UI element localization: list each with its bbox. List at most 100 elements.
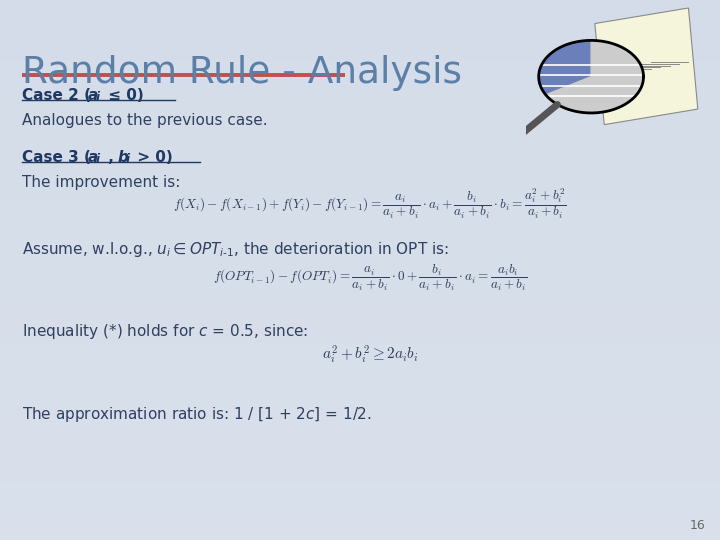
- Bar: [0, 201, 720, 202]
- Bar: [0, 160, 720, 161]
- Bar: [0, 334, 720, 335]
- Text: ≤ 0): ≤ 0): [103, 88, 144, 103]
- Bar: [0, 526, 720, 527]
- Bar: [0, 326, 720, 327]
- Bar: [0, 21, 720, 22]
- Bar: [0, 387, 720, 388]
- Bar: [0, 259, 720, 260]
- Bar: [0, 260, 720, 261]
- Bar: [0, 403, 720, 404]
- Bar: [0, 413, 720, 414]
- Bar: [0, 382, 720, 383]
- Bar: [0, 462, 720, 463]
- Bar: [0, 322, 720, 323]
- Bar: [0, 529, 720, 530]
- Bar: [0, 425, 720, 426]
- Bar: [0, 229, 720, 230]
- Bar: [0, 203, 720, 204]
- Bar: [0, 144, 720, 145]
- Bar: [0, 429, 720, 430]
- Text: i: i: [126, 153, 130, 166]
- Bar: [0, 101, 720, 102]
- Bar: [0, 0, 720, 1]
- Bar: [0, 365, 720, 366]
- Bar: [0, 301, 720, 302]
- Text: Case 3 (: Case 3 (: [22, 150, 91, 165]
- Bar: [0, 277, 720, 278]
- Text: Analogues to the previous case.: Analogues to the previous case.: [22, 113, 268, 128]
- Bar: [0, 433, 720, 434]
- Bar: [0, 12, 720, 13]
- Bar: [0, 181, 720, 182]
- Bar: [0, 253, 720, 254]
- Bar: [0, 408, 720, 409]
- Bar: [0, 400, 720, 401]
- Bar: [0, 238, 720, 239]
- Bar: [0, 527, 720, 528]
- Bar: [0, 284, 720, 285]
- Bar: [0, 538, 720, 539]
- Bar: [0, 13, 720, 14]
- Bar: [0, 271, 720, 272]
- Bar: [0, 87, 720, 88]
- Bar: [0, 286, 720, 287]
- Bar: [0, 24, 720, 25]
- Bar: [0, 288, 720, 289]
- Bar: [0, 54, 720, 55]
- Bar: [0, 332, 720, 333]
- Bar: [0, 123, 720, 124]
- Bar: [0, 414, 720, 415]
- Bar: [0, 11, 720, 12]
- Bar: [0, 223, 720, 224]
- Bar: [0, 443, 720, 444]
- Bar: [0, 42, 720, 43]
- Bar: [0, 460, 720, 461]
- Bar: [0, 371, 720, 372]
- Bar: [0, 276, 720, 277]
- Bar: [0, 142, 720, 143]
- Bar: [0, 256, 720, 257]
- Bar: [0, 212, 720, 213]
- Bar: [0, 285, 720, 286]
- Bar: [0, 470, 720, 471]
- Bar: [0, 176, 720, 177]
- Text: $f(X_i)- f(X_{i-1})+ f(Y_i)- f(Y_{i-1})=\dfrac{a_i}{a_i+b_i}\cdot a_i +\dfrac{b_: $f(X_i)- f(X_{i-1})+ f(Y_i)- f(Y_{i-1})=…: [173, 187, 567, 221]
- Bar: [0, 457, 720, 458]
- Bar: [0, 156, 720, 157]
- Bar: [0, 345, 720, 346]
- Bar: [0, 268, 720, 269]
- Bar: [0, 179, 720, 180]
- Bar: [0, 109, 720, 110]
- Bar: [0, 75, 720, 76]
- Bar: [0, 401, 720, 402]
- Bar: [0, 468, 720, 469]
- Bar: [0, 62, 720, 63]
- Bar: [0, 347, 720, 348]
- Bar: [0, 466, 720, 467]
- Bar: [0, 6, 720, 7]
- Bar: [0, 491, 720, 492]
- Bar: [0, 524, 720, 525]
- Bar: [0, 47, 720, 48]
- Bar: [0, 530, 720, 531]
- Bar: [0, 245, 720, 246]
- Bar: [0, 279, 720, 280]
- Bar: [0, 280, 720, 281]
- Bar: [0, 483, 720, 484]
- Bar: [0, 458, 720, 459]
- Bar: [0, 230, 720, 231]
- Bar: [0, 328, 720, 329]
- Bar: [0, 342, 720, 343]
- Bar: [0, 16, 720, 17]
- Bar: [0, 93, 720, 94]
- Bar: [0, 341, 720, 342]
- Bar: [0, 385, 720, 386]
- Bar: [0, 131, 720, 132]
- Bar: [0, 333, 720, 334]
- Bar: [0, 473, 720, 474]
- Bar: [0, 110, 720, 111]
- Bar: [0, 218, 720, 219]
- Bar: [0, 456, 720, 457]
- Bar: [0, 46, 720, 47]
- Bar: [0, 136, 720, 137]
